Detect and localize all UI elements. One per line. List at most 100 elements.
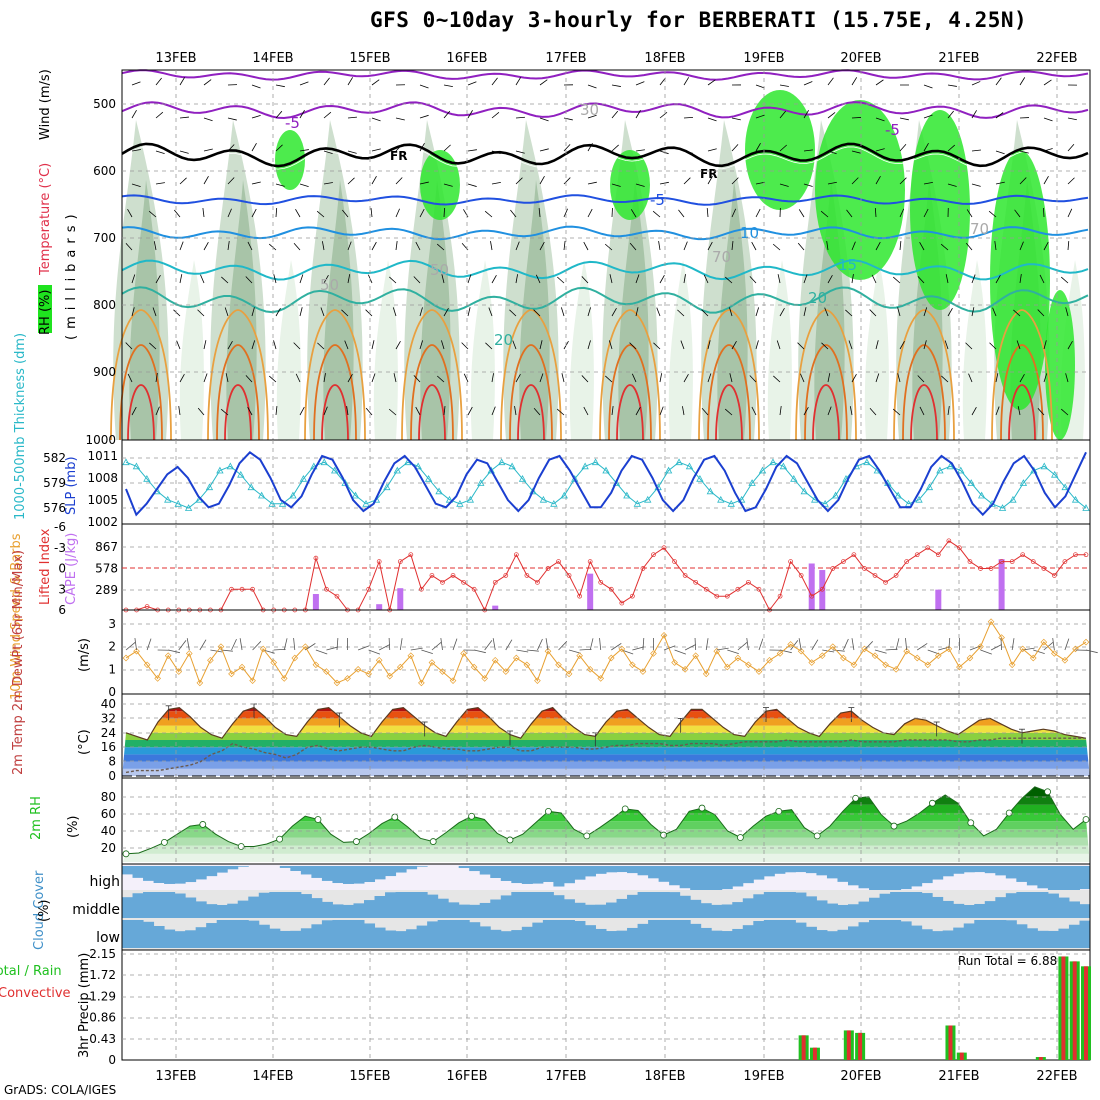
rh-high-shade xyxy=(910,110,970,310)
wind10-barb xyxy=(568,649,581,654)
wind-barb xyxy=(484,210,493,218)
wind-barb xyxy=(443,183,453,187)
rh-point xyxy=(122,850,130,858)
thickness-point xyxy=(1082,504,1090,511)
wind10-barb xyxy=(526,649,539,652)
cape-tick: 867 xyxy=(95,540,118,554)
li-point xyxy=(819,586,825,592)
wind-barb xyxy=(678,209,685,218)
wind-barb xyxy=(491,182,501,185)
cloud-high xyxy=(753,866,765,880)
li-point xyxy=(471,586,477,592)
contour-warm xyxy=(119,344,163,441)
wind-barb xyxy=(1067,117,1077,121)
cloud-low xyxy=(164,929,176,948)
wind-barb xyxy=(344,340,349,350)
wind-barb xyxy=(419,114,429,119)
li-point xyxy=(809,593,815,599)
upper-legend-temp: Temperature (°C) xyxy=(38,163,53,276)
cloud-middle xyxy=(732,902,744,918)
rh-shade xyxy=(618,180,649,440)
wind10-barb xyxy=(851,638,855,651)
cloud-high xyxy=(500,866,512,881)
wind-barb xyxy=(1043,176,1049,185)
temp-band xyxy=(122,768,1090,776)
cloud-high xyxy=(353,866,365,884)
wind-barb xyxy=(346,406,349,416)
cloud-middle xyxy=(690,899,702,918)
wind10-units: (m/s) xyxy=(77,638,92,672)
cloud-middle xyxy=(458,904,470,918)
cloud-high xyxy=(690,866,702,890)
li-point xyxy=(429,573,435,578)
cloud-low xyxy=(311,924,323,948)
cloud-high xyxy=(648,866,660,879)
wind-barb xyxy=(947,406,950,416)
cape-bar xyxy=(587,573,594,610)
cloud-low xyxy=(448,920,460,948)
cloud-high xyxy=(627,866,639,874)
li-point xyxy=(862,566,867,571)
wind10-barb xyxy=(220,649,233,652)
wind-barb xyxy=(395,117,405,121)
cloud-high xyxy=(679,866,691,889)
cloud-low xyxy=(627,927,639,948)
cloud-low xyxy=(995,920,1007,948)
li-point xyxy=(914,552,920,558)
cloud-middle xyxy=(679,895,691,918)
rh2m-tick: 60 xyxy=(101,807,116,821)
rh-point xyxy=(429,838,437,845)
cloud-label: Cloud Cover xyxy=(32,870,47,950)
wind-barb xyxy=(224,307,229,317)
wind-barb xyxy=(539,340,543,350)
wind-barb xyxy=(461,342,469,350)
wind-barb xyxy=(609,274,613,284)
wind10-barb xyxy=(599,638,602,651)
wind-barb xyxy=(251,84,261,89)
thickness-point xyxy=(623,491,631,499)
wind-barb xyxy=(515,77,522,86)
wind-barb xyxy=(827,274,833,284)
wind-barb xyxy=(899,208,905,218)
wind-barb xyxy=(971,307,975,317)
rh2m-label: 2m RH xyxy=(29,796,44,840)
wind-barb xyxy=(917,276,925,284)
cloud-middle xyxy=(195,901,207,918)
cloud-middle xyxy=(648,892,660,918)
wind10-barb xyxy=(864,641,874,651)
wind-barb xyxy=(347,241,352,251)
wind-barb xyxy=(875,176,881,185)
wind-barb xyxy=(707,148,717,152)
wind-barb xyxy=(152,307,157,317)
cloud-high xyxy=(1079,866,1091,890)
contour-label: 70 xyxy=(970,220,989,238)
cloud-middle xyxy=(795,892,807,918)
cloud-high xyxy=(616,866,628,873)
run-total: Run Total = 6.88 xyxy=(958,954,1057,968)
cloud-middle xyxy=(826,903,838,918)
wind-barb xyxy=(1019,373,1025,383)
thickness-point xyxy=(299,474,308,482)
cloud-low xyxy=(437,920,449,948)
wind-barb xyxy=(652,210,661,218)
wind-barb xyxy=(827,181,837,185)
wind-barb xyxy=(971,81,981,86)
wind-barb xyxy=(683,150,693,154)
cloud-middle xyxy=(858,901,870,918)
cloud-middle xyxy=(300,894,312,918)
thickness-point xyxy=(341,479,349,486)
contour-warm xyxy=(216,344,260,441)
cape-lifted-index-panel: -6 -3 0 3 6 867 578 289 xyxy=(54,520,1091,617)
wind-barb xyxy=(251,143,257,152)
thickness-point xyxy=(1019,479,1028,486)
contour-freezing xyxy=(121,142,1089,168)
thickness-point xyxy=(424,474,433,482)
wind-barb xyxy=(731,341,737,350)
wind-barb xyxy=(851,373,857,383)
cloud-high xyxy=(122,866,134,875)
rh-point xyxy=(890,822,898,830)
wind10-barb xyxy=(505,639,513,651)
li-point xyxy=(661,545,667,551)
wind-barb xyxy=(608,340,613,350)
cloud-middle xyxy=(511,892,523,918)
